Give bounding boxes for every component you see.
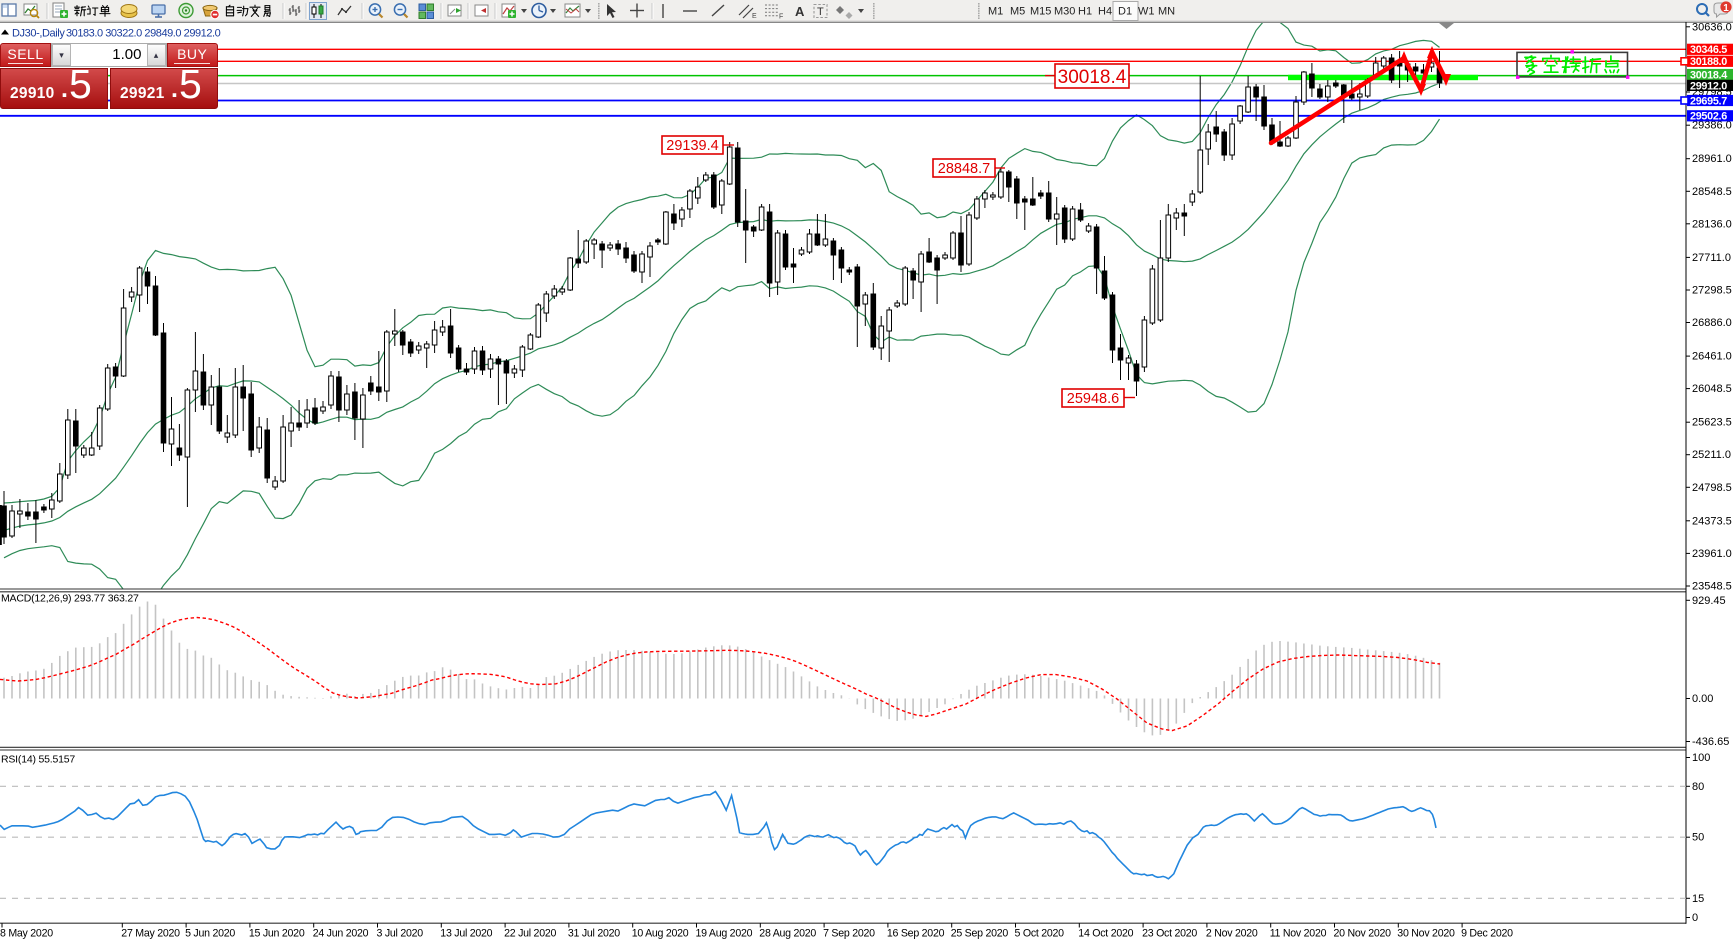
svg-text:31 Jul 2020: 31 Jul 2020 xyxy=(568,928,620,940)
svg-text:14 Oct 2020: 14 Oct 2020 xyxy=(1078,928,1133,940)
svg-text:-436.65: -436.65 xyxy=(1692,736,1729,748)
svg-text:28 Aug 2020: 28 Aug 2020 xyxy=(759,928,816,940)
svg-text:29502.6: 29502.6 xyxy=(1690,111,1727,123)
svg-text:24 Jun 2020: 24 Jun 2020 xyxy=(313,928,369,940)
svg-text:15 Jun 2020: 15 Jun 2020 xyxy=(249,928,305,940)
svg-text:25211.0: 25211.0 xyxy=(1692,449,1731,461)
svg-text:25 Sep 2020: 25 Sep 2020 xyxy=(951,928,1009,940)
svg-text:H4: H4 xyxy=(1098,6,1112,18)
svg-text:30636.0: 30636.0 xyxy=(1692,21,1732,33)
svg-text:F: F xyxy=(779,14,783,21)
svg-text:23961.0: 23961.0 xyxy=(1692,548,1732,560)
svg-text:29695.7: 29695.7 xyxy=(1690,95,1727,107)
svg-text:30346.5: 30346.5 xyxy=(1690,44,1727,56)
svg-text:26048.5: 26048.5 xyxy=(1692,383,1732,395)
svg-text:28548.5: 28548.5 xyxy=(1692,186,1732,198)
svg-text:MN: MN xyxy=(1158,6,1175,18)
svg-text:W1: W1 xyxy=(1138,6,1155,18)
svg-text:MACD(12,26,9) 293.77 363.27: MACD(12,26,9) 293.77 363.27 xyxy=(1,593,139,605)
svg-text:29386.0: 29386.0 xyxy=(1692,120,1732,132)
svg-text:M5: M5 xyxy=(1010,6,1025,18)
svg-text:RSI(14) 55.5157: RSI(14) 55.5157 xyxy=(1,754,75,766)
svg-text:929.45: 929.45 xyxy=(1692,595,1726,607)
svg-text:D1: D1 xyxy=(1118,6,1132,18)
svg-text:9 Dec 2020: 9 Dec 2020 xyxy=(1461,928,1513,940)
svg-text:T: T xyxy=(817,6,824,18)
svg-text:30018.4: 30018.4 xyxy=(1058,67,1127,88)
svg-text:24798.5: 24798.5 xyxy=(1692,482,1732,494)
svg-text:15: 15 xyxy=(1692,893,1704,905)
svg-text:26886.0: 26886.0 xyxy=(1692,317,1732,329)
svg-text:H1: H1 xyxy=(1078,6,1092,18)
svg-text:25948.6: 25948.6 xyxy=(1067,391,1119,407)
svg-text:19 Aug 2020: 19 Aug 2020 xyxy=(696,928,753,940)
svg-text:27 May 2020: 27 May 2020 xyxy=(121,928,180,940)
svg-text:30188.0: 30188.0 xyxy=(1690,56,1727,68)
svg-text:24373.5: 24373.5 xyxy=(1692,515,1732,527)
svg-text:30183.0 30322.0 29849.0 29912.: 30183.0 30322.0 29849.0 29912.0 xyxy=(66,28,221,40)
svg-text:A: A xyxy=(795,4,805,19)
svg-text:29139.4: 29139.4 xyxy=(666,138,718,154)
svg-text:M30: M30 xyxy=(1054,6,1075,18)
svg-text:DJ30-,Daily: DJ30-,Daily xyxy=(12,28,65,40)
svg-text:28848.7: 28848.7 xyxy=(938,161,990,177)
svg-text:11 Nov 2020: 11 Nov 2020 xyxy=(1270,928,1327,940)
svg-text:25623.5: 25623.5 xyxy=(1692,417,1732,429)
svg-text:50: 50 xyxy=(1692,832,1704,844)
svg-text:0.00: 0.00 xyxy=(1692,693,1713,705)
svg-text:28136.0: 28136.0 xyxy=(1692,218,1732,230)
svg-text:28961.0: 28961.0 xyxy=(1692,153,1732,165)
svg-text:27711.0: 27711.0 xyxy=(1692,252,1731,264)
svg-text:E: E xyxy=(752,13,757,20)
svg-text:30 Nov 2020: 30 Nov 2020 xyxy=(1397,928,1455,940)
svg-text:13 Jul 2020: 13 Jul 2020 xyxy=(440,928,492,940)
svg-text:M15: M15 xyxy=(1030,6,1051,18)
svg-text:0: 0 xyxy=(1692,912,1698,924)
svg-text:16 Sep 2020: 16 Sep 2020 xyxy=(887,928,945,940)
svg-text:M1: M1 xyxy=(988,6,1003,18)
svg-text:7 Sep 2020: 7 Sep 2020 xyxy=(823,928,875,940)
svg-text:26461.0: 26461.0 xyxy=(1692,351,1732,363)
svg-text:5 Oct 2020: 5 Oct 2020 xyxy=(1015,928,1065,940)
svg-text:30018.4: 30018.4 xyxy=(1690,69,1727,81)
svg-text:1: 1 xyxy=(1723,3,1729,14)
svg-text:22 Jul 2020: 22 Jul 2020 xyxy=(504,928,556,940)
svg-text:20 Nov 2020: 20 Nov 2020 xyxy=(1334,928,1392,940)
svg-text:27298.5: 27298.5 xyxy=(1692,285,1732,297)
svg-text:8 May 2020: 8 May 2020 xyxy=(0,928,53,940)
svg-text:3 Jul 2020: 3 Jul 2020 xyxy=(377,928,424,940)
svg-text:80: 80 xyxy=(1692,781,1704,793)
svg-text:100: 100 xyxy=(1692,752,1710,764)
svg-text:10 Aug 2020: 10 Aug 2020 xyxy=(632,928,689,940)
svg-text:5 Jun 2020: 5 Jun 2020 xyxy=(185,928,235,940)
svg-text:2 Nov 2020: 2 Nov 2020 xyxy=(1206,928,1258,940)
svg-text:23 Oct 2020: 23 Oct 2020 xyxy=(1142,928,1197,940)
svg-text:23548.5: 23548.5 xyxy=(1692,581,1732,593)
svg-text:29912.0: 29912.0 xyxy=(1690,80,1727,92)
